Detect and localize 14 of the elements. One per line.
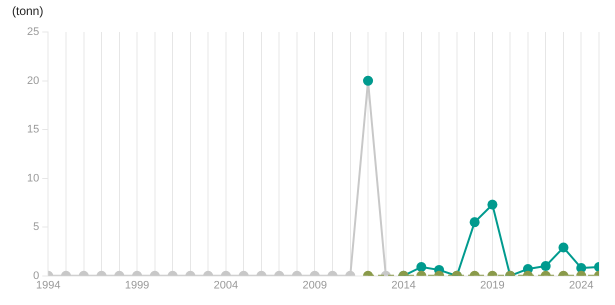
x-tick-label: 1994 (36, 279, 60, 292)
y-tick-label: 15 (26, 124, 40, 136)
x-tick-label: 2024 (568, 279, 594, 292)
y-axis-title: (tonn) (12, 4, 44, 18)
x-tick-label: 2019 (480, 279, 505, 292)
x-tick-label: 2009 (302, 279, 327, 292)
y-tick-label: 20 (26, 74, 40, 87)
y-tick-label: 10 (26, 172, 40, 184)
y-tick-label: 0 (33, 270, 40, 282)
x-tick-label: 1999 (124, 279, 150, 292)
y-tick-label: 5 (33, 221, 40, 234)
x-tick-label: 2004 (214, 279, 238, 292)
x-tick-label: 2014 (391, 279, 416, 292)
y-tick-label: 25 (26, 26, 40, 38)
